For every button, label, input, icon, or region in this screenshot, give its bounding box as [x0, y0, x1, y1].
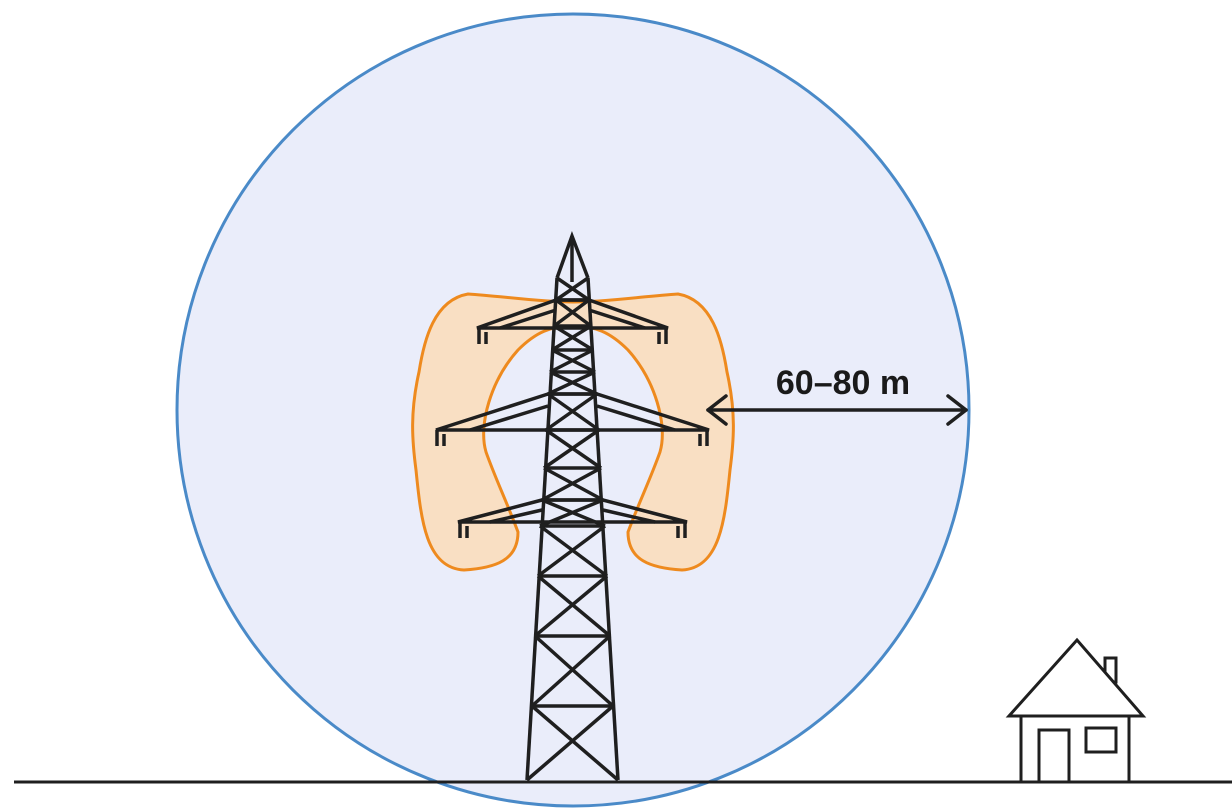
distance-label: 60–80 m: [776, 364, 910, 402]
double-arrow-icon: [706, 394, 968, 426]
house-icon: [1005, 637, 1147, 784]
transmission-tower-icon: [435, 230, 710, 782]
inner-field-zone: [411, 292, 735, 572]
